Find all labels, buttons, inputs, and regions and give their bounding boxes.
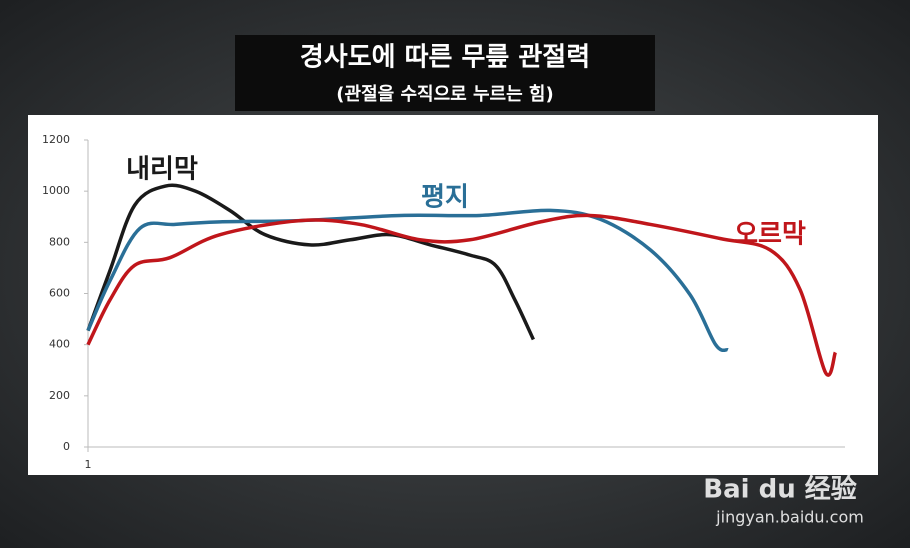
y-tick-label: 800	[49, 235, 70, 248]
series-label: 내리막	[126, 155, 198, 185]
y-tick-label: 600	[49, 287, 70, 300]
plot-panel	[28, 115, 878, 475]
series-line	[86, 183, 535, 341]
chart-subtitle: (관절을 수직으로 누르는 힘)	[336, 84, 553, 105]
series-line	[86, 213, 837, 377]
y-tick-label: 1200	[42, 133, 70, 146]
chart-title: 경사도에 따른 무릎 관절력	[300, 43, 590, 73]
x-tick-label: 1	[85, 458, 92, 471]
y-tick-label: 0	[63, 440, 70, 453]
series-label: 평지	[421, 183, 469, 213]
y-tick-label: 1000	[42, 184, 70, 197]
title-box	[235, 35, 655, 111]
series-label: 오르막	[734, 220, 806, 250]
y-tick-label: 200	[49, 389, 70, 402]
watermark-url: jingyan.baidu.com	[715, 508, 864, 527]
series-line	[86, 208, 729, 353]
y-tick-label: 400	[49, 338, 70, 351]
watermark: Bai du 经验	[703, 474, 857, 505]
